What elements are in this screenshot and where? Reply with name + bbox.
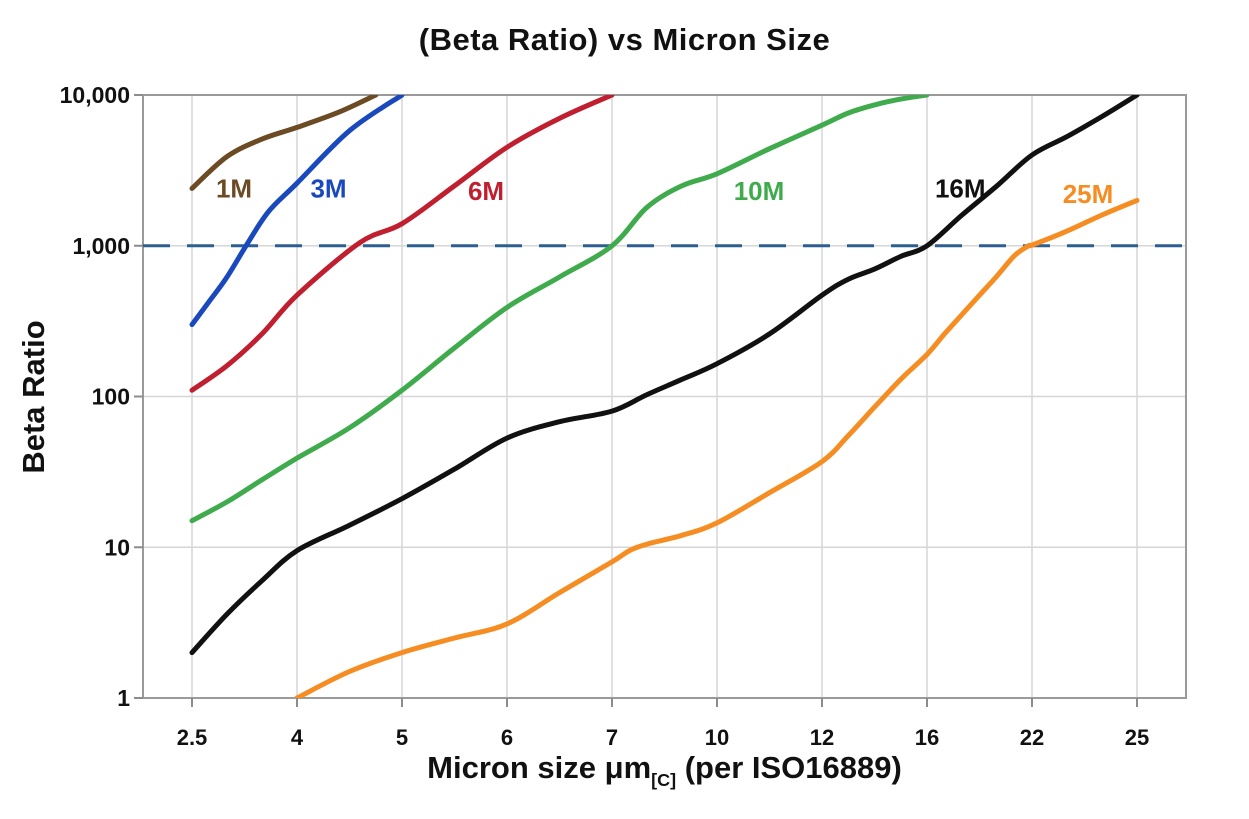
x-tick-label: 25 — [1125, 725, 1149, 750]
curve-16M — [189, 95, 1140, 656]
x-tick-label: 22 — [1020, 725, 1044, 750]
x-axis-title-subscript: [C] — [651, 769, 677, 790]
x-tick-label: 6 — [501, 725, 513, 750]
y-axis-title: Beta Ratio — [16, 320, 51, 474]
curve-10M — [189, 95, 930, 524]
curve-25M — [294, 197, 1140, 698]
curve-label-16M: 16M — [935, 173, 986, 203]
curve-label-3M: 3M — [310, 173, 346, 203]
x-axis-title: Micron size μm[C] (per ISO16889) — [143, 750, 1186, 790]
y-tick-label: 1,000 — [72, 233, 130, 259]
x-tick-label: 12 — [810, 725, 834, 750]
x-tick-label: 7 — [606, 725, 618, 750]
y-tick-label: 1 — [117, 685, 130, 711]
x-tick-label: 10 — [705, 725, 729, 750]
x-axis-title-main: Micron size μm — [427, 750, 652, 785]
x-tick-label: 2.5 — [177, 725, 208, 750]
y-tick-label: 100 — [92, 384, 130, 410]
chart-title: (Beta Ratio) vs Micron Size — [418, 22, 831, 57]
y-tick-label: 10,000 — [60, 82, 130, 108]
x-tick-label: 4 — [291, 725, 304, 750]
x-tick-label: 5 — [396, 725, 408, 750]
curve-label-1M: 1M — [216, 173, 252, 203]
curve-label-25M: 25M — [1063, 179, 1114, 209]
curve-label-10M: 10M — [734, 176, 785, 206]
curve-label-6M: 6M — [468, 176, 504, 206]
y-tick-label: 10 — [104, 534, 130, 560]
curve-1M — [189, 95, 379, 191]
curve-3M — [189, 95, 405, 328]
curve-6M — [189, 95, 615, 393]
x-tick-label: 16 — [915, 725, 939, 750]
x-axis-title-rest: (per ISO16889) — [676, 750, 902, 785]
